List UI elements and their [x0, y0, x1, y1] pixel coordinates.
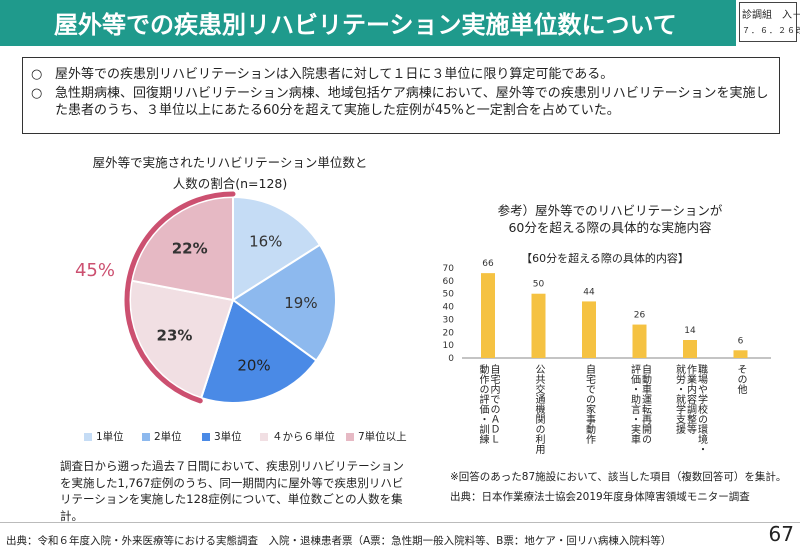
y-tick-label: 50: [443, 290, 455, 300]
bar-value-label: 6: [738, 336, 744, 346]
bar-chart: 【60分を超える際の具体的内容】 0 10 20 30 40 50 60 70 66 自宅内でのＡＤ…: [443, 251, 771, 455]
legend-label: 1単位: [96, 431, 124, 443]
document-revision-date: ７．６．２６改: [742, 26, 800, 35]
bar-chart-title: 参考）屋外等でのリハビリテーションが: [497, 203, 723, 218]
category-label: 作業内容調整等: [685, 364, 697, 434]
summary-bullet-text: 屋外等での疾患別リハビリテーションは入院患者に対して１日に３単位に限り算定可能で…: [55, 67, 614, 82]
summary-bullet-mark: ○: [31, 67, 43, 82]
highlight-arc: [124, 191, 236, 404]
summary-box: ○ 屋外等での疾患別リハビリテーションは入院患者に対して１日に３単位に限り算定可…: [22, 57, 780, 134]
pie-slice-label: 16%: [249, 232, 282, 250]
document-id: 診調組 入－１: [742, 10, 800, 21]
pie-chart-note: 調査日から遡った過去７日間において、疾患別リハビリテーションを実施した1,767…: [60, 459, 404, 523]
pie-slice-1: [232, 195, 322, 302]
pie-slice-3: [199, 298, 318, 404]
bar-value-label: 66: [482, 259, 494, 269]
legend-label: 7単位以上: [358, 431, 407, 443]
footer-source: 出典：令和６年度入院・外来医療等における実態調査 入院・退棟患者票（A票：急性期…: [6, 535, 672, 547]
y-tick-label: 40: [443, 303, 455, 313]
pie-slice-2: [231, 243, 337, 362]
bar-value-label: 14: [684, 326, 696, 336]
legend-swatch: [202, 432, 210, 441]
legend-label: ４から６単位: [272, 431, 335, 443]
bar-value-label: 44: [583, 287, 595, 297]
pie-chart-subtitle: 人数の割合(n=128): [172, 176, 288, 191]
bar-chart-subtitle: 60分を超える際の具体的な実施内容: [508, 220, 712, 235]
category-label: 自宅内でのＡＤＬ: [488, 363, 500, 444]
category-label: 公共交通機関の利用: [533, 364, 545, 455]
bar-inner-title: 【60分を超える際の具体的内容】: [521, 251, 689, 265]
legend-swatch: [142, 432, 150, 441]
legend-label: 3単位: [214, 431, 242, 443]
legend-swatch: [346, 432, 354, 441]
legend-item: 7単位以上: [346, 429, 407, 444]
category-label: 動作の評価・訓練: [477, 363, 489, 445]
category-label: 自宅での家事動作: [584, 363, 596, 444]
pie-slice-label: 23%: [157, 327, 193, 345]
legend-label: 2単位: [154, 431, 182, 443]
y-tick-label: 70: [443, 264, 455, 274]
y-tick-label: 60: [443, 277, 455, 287]
category-label: 自動車運転再開の: [640, 363, 652, 444]
document-id-box: 診調組 入－１ ７．６．２６改: [739, 2, 800, 42]
summary-bullet-mark: ○: [31, 86, 43, 101]
legend-swatch: [260, 432, 268, 441]
legend-item: ４から６単位: [260, 429, 335, 444]
pie-slice-label: 19%: [284, 294, 317, 312]
bar-2: [531, 293, 546, 358]
footer-divider: [0, 522, 800, 523]
page-title: 屋外等での疾患別リハビリテーション実施単位数について: [54, 11, 677, 39]
bar-5: [683, 340, 697, 358]
bar-4: [632, 324, 647, 358]
pie-chart-title: 屋外等で実施されたリハビリテーション単位数と: [92, 155, 368, 170]
pie-chart: 16% 19% 20% 23% 22% 45%: [75, 191, 337, 404]
bar-3: [582, 301, 596, 358]
y-tick-label: 10: [443, 341, 455, 351]
legend-swatch: [84, 432, 92, 441]
y-tick-label: 30: [443, 315, 455, 325]
category-label: 就労・就学支援: [674, 363, 686, 435]
bar-chart-source: 出典：日本作業療法士協会2019年度身体障害領域モニター調査: [450, 491, 750, 503]
legend-item: 3単位: [202, 429, 242, 444]
category-label: 評価・助言・実車: [629, 363, 641, 445]
highlight-percent-label: 45%: [75, 260, 115, 281]
category-label: その他: [735, 364, 747, 395]
bar-value-label: 26: [634, 311, 646, 321]
bar-chart-note: ※回答のあった87施設において、該当した項目（複数回答可）を集計。: [450, 471, 787, 483]
legend-item: 1単位: [84, 429, 124, 444]
pie-slice-5: [130, 195, 234, 302]
bar-value-label: 50: [533, 280, 545, 290]
summary-bullet-text: 急性期病棟、回復期リハビリテーション病棟、地域包括ケア病棟において、屋外等での疾…: [55, 86, 769, 118]
category-label: 職場や学校の環境・: [696, 364, 708, 454]
pie-slice-label: 20%: [237, 357, 270, 375]
page-number: 67: [768, 522, 794, 546]
title-bar: 屋外等での疾患別リハビリテーション実施単位数について: [0, 0, 736, 46]
legend-item: 2単位: [142, 429, 182, 444]
bar-6: [733, 350, 748, 358]
pie-slice-4: [129, 279, 235, 400]
y-tick-label: 20: [443, 328, 455, 338]
bar-1: [481, 273, 495, 358]
y-tick-label: 0: [448, 354, 454, 364]
pie-slice-label: 22%: [172, 240, 208, 258]
